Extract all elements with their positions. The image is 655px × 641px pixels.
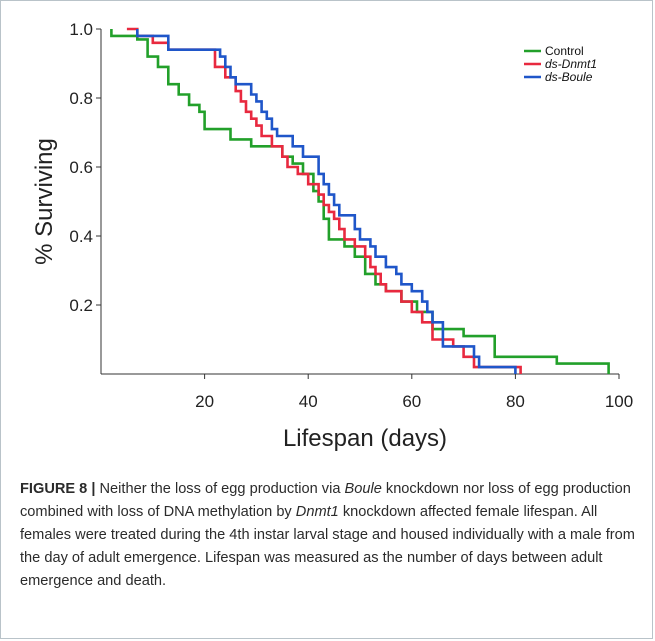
x-tick-label: 60 [402, 392, 421, 411]
y-tick-label: 0.8 [69, 89, 93, 108]
x-tick-label: 40 [299, 392, 318, 411]
survival-chart: 20 40 60 80 100 0.2 0.4 0.6 0.8 1.0 Controlds-Dnm… [31, 20, 633, 452]
axes [100, 29, 619, 375]
series-line-ds-boule [136, 29, 517, 374]
y-tick-label: 1.0 [69, 20, 93, 39]
x-axis-title: Lifespan (days) [283, 425, 447, 452]
legend-label-ds-dnmt1: ds-Dnmt1 [545, 57, 597, 71]
y-tick-label: 0.6 [69, 158, 93, 177]
y-tick-label: 0.2 [69, 296, 93, 315]
x-tick-label: 80 [506, 392, 525, 411]
series-layer [110, 27, 610, 374]
ticks: 20 40 60 80 100 0.2 0.4 0.6 0.8 1.0 [69, 20, 633, 411]
x-tick-label: 100 [605, 392, 633, 411]
caption-gene-name: Dnmt1 [295, 504, 339, 520]
legend-label-ds-boule: ds-Boule [545, 70, 593, 84]
figure-label: FIGURE 8 | [20, 481, 96, 497]
y-axis-title: % Surviving [31, 138, 58, 265]
y-tick-label: 0.4 [69, 227, 93, 246]
series-line-ds-dnmt1 [126, 27, 522, 374]
series-line-control [110, 29, 610, 374]
caption-text: Neither the loss of egg production via B… [20, 481, 635, 589]
x-tick-label: 20 [195, 392, 214, 411]
legend-label-control: Control [545, 44, 584, 58]
figure-caption: FIGURE 8 | Neither the loss of egg produ… [20, 478, 638, 593]
caption-gene-name: Boule [344, 481, 382, 497]
